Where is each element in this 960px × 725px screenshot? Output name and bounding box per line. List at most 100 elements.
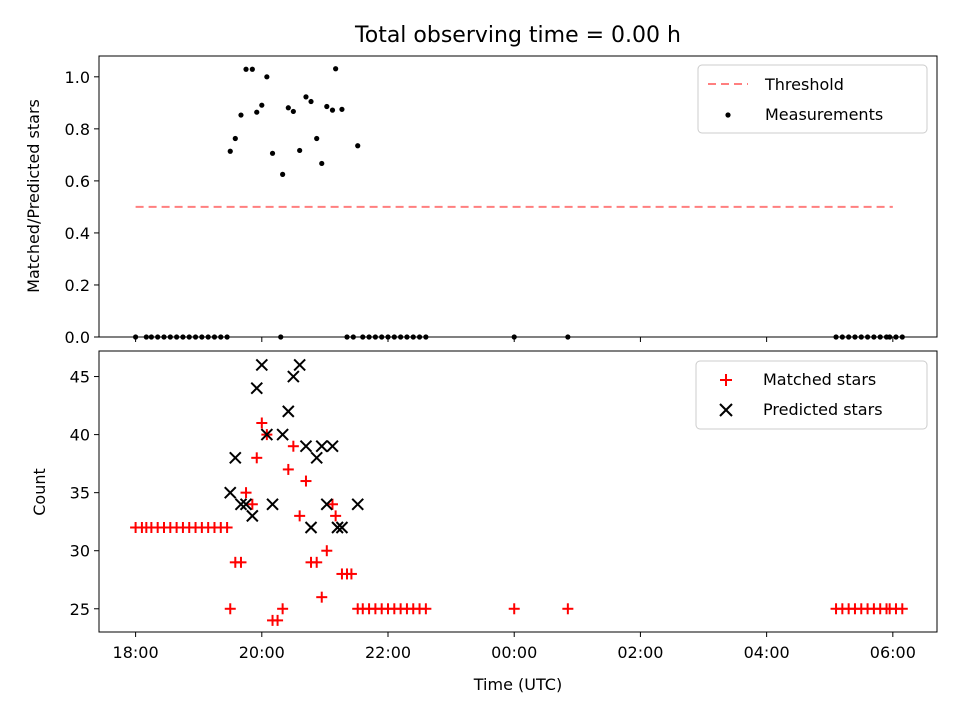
matched-star-point	[277, 603, 289, 615]
measurement-point	[243, 66, 249, 72]
predicted-star-point	[260, 428, 274, 441]
matched-star-point	[311, 556, 323, 568]
y-tick-label: 0.2	[65, 276, 90, 295]
predicted-star-point	[266, 498, 279, 511]
matched-star-point	[287, 440, 299, 452]
predicted-star-point	[304, 521, 318, 534]
predicted-star-point	[299, 440, 313, 453]
legend-matched-swatch	[720, 374, 732, 386]
count-legend: Matched stars Predicted stars	[695, 360, 928, 430]
matched-star-point	[256, 417, 268, 429]
count-axes-frame	[98, 350, 938, 633]
x-tick-label: 00:00	[491, 643, 537, 662]
predicted-star-point	[239, 498, 253, 511]
measurement-point	[303, 94, 309, 100]
measurement-point	[285, 105, 291, 111]
legend-predicted-swatch	[719, 403, 733, 417]
matched-star-point	[345, 568, 357, 580]
y-tick-label: 40	[70, 426, 90, 445]
x-axis-label: Time (UTC)	[473, 675, 562, 694]
x-tick-label: 18:00	[113, 643, 159, 662]
matched-star-point	[240, 487, 252, 499]
x-tick-label: 04:00	[744, 643, 790, 662]
matched-star-point	[316, 591, 328, 603]
y-tick-label: 35	[70, 484, 90, 503]
ratio-panel: 0.0 0.2 0.4 0.6 0.8 1.0 Matched/Predicted sta…	[24, 55, 938, 347]
predicted-star-point	[224, 486, 237, 499]
chart-title: Total observing time = 0.00 h	[354, 23, 681, 48]
ratio-legend: Threshold Measurements	[697, 64, 928, 134]
ratio-x-ticks	[135, 337, 894, 342]
count-x-axis: 18:00 20:00 22:00 00:00 02:00 04:00 06:00	[113, 632, 916, 662]
predicted-star-point	[255, 358, 269, 372]
measurement-point	[329, 107, 336, 113]
y-tick-label: 25	[70, 600, 90, 619]
matched-star-point	[282, 463, 294, 475]
matched-star-point	[251, 452, 263, 464]
predicted-star-point	[234, 498, 248, 511]
measurement-point	[297, 147, 303, 154]
predicted-star-point	[246, 509, 259, 523]
measurement-point	[333, 66, 339, 72]
legend-predicted-label: Predicted stars	[763, 400, 883, 419]
predicted-star-point	[310, 451, 323, 465]
matched-star-point	[246, 498, 258, 510]
measurement-point	[314, 135, 320, 142]
matched-star-point	[272, 614, 284, 626]
measurement-point	[264, 74, 270, 80]
y-tick-label: 0.8	[65, 120, 90, 139]
matched-star-point	[330, 510, 342, 522]
measurement-point	[259, 102, 265, 108]
matched-star-point	[294, 510, 306, 522]
count-y-axis-label: Count	[30, 468, 49, 516]
predicted-star-point	[287, 370, 300, 383]
measurement-point	[290, 108, 296, 115]
matched-star-point	[326, 498, 338, 510]
legend-measurements-swatch	[725, 112, 731, 118]
predicted-star-point	[315, 440, 328, 453]
measurement-point	[324, 103, 330, 110]
count-y-axis: 25 30 35 40 45	[70, 368, 99, 619]
predicted-star-point	[335, 521, 349, 534]
ratio-plot-area	[132, 66, 905, 340]
measurement-point	[280, 171, 286, 177]
y-tick-label: 45	[70, 368, 90, 387]
count-plot-area	[130, 358, 908, 626]
y-tick-label: 0.6	[65, 172, 90, 191]
y-tick-label: 1.0	[65, 68, 90, 87]
measurement-point	[308, 98, 314, 105]
legend-matched-label: Matched stars	[763, 370, 876, 389]
measurement-point	[227, 148, 233, 154]
x-tick-label: 22:00	[365, 643, 411, 662]
matched-star-point	[235, 556, 247, 568]
ratio-y-axis-label: Matched/Predicted stars	[24, 99, 43, 293]
y-tick-label: 30	[70, 542, 90, 561]
measurement-point	[269, 150, 276, 156]
matched-star-point	[562, 603, 574, 615]
y-tick-label: 0.4	[65, 224, 90, 243]
matched-star-point	[221, 521, 233, 533]
matched-star-point	[508, 603, 520, 615]
predicted-star-point	[282, 405, 295, 418]
predicted-star-point	[293, 358, 306, 372]
legend-measurements-label: Measurements	[765, 105, 883, 124]
y-tick-label: 0.0	[65, 328, 90, 347]
matched-star-point	[300, 475, 312, 487]
matched-star-point	[224, 603, 236, 615]
matched-star-point	[896, 603, 908, 615]
count-legend-box	[695, 360, 928, 430]
measurement-point	[355, 143, 361, 149]
measurement-point	[254, 109, 260, 115]
ratio-y-axis: 0.0 0.2 0.4 0.6 0.8 1.0	[65, 68, 99, 347]
ratio-axes-frame	[98, 55, 938, 338]
measurement-point	[319, 160, 325, 167]
matched-star-point	[420, 603, 432, 615]
matched-star-point	[321, 545, 333, 557]
legend-threshold-label: Threshold	[764, 75, 844, 94]
count-panel: 25 30 35 40 45 18:00 20:00 22:00 00:00 02:00 04:0…	[30, 350, 938, 694]
ratio-legend-box	[697, 64, 928, 134]
x-tick-label: 02:00	[617, 643, 663, 662]
predicted-star-point	[276, 428, 289, 441]
measurement-point	[339, 106, 345, 112]
